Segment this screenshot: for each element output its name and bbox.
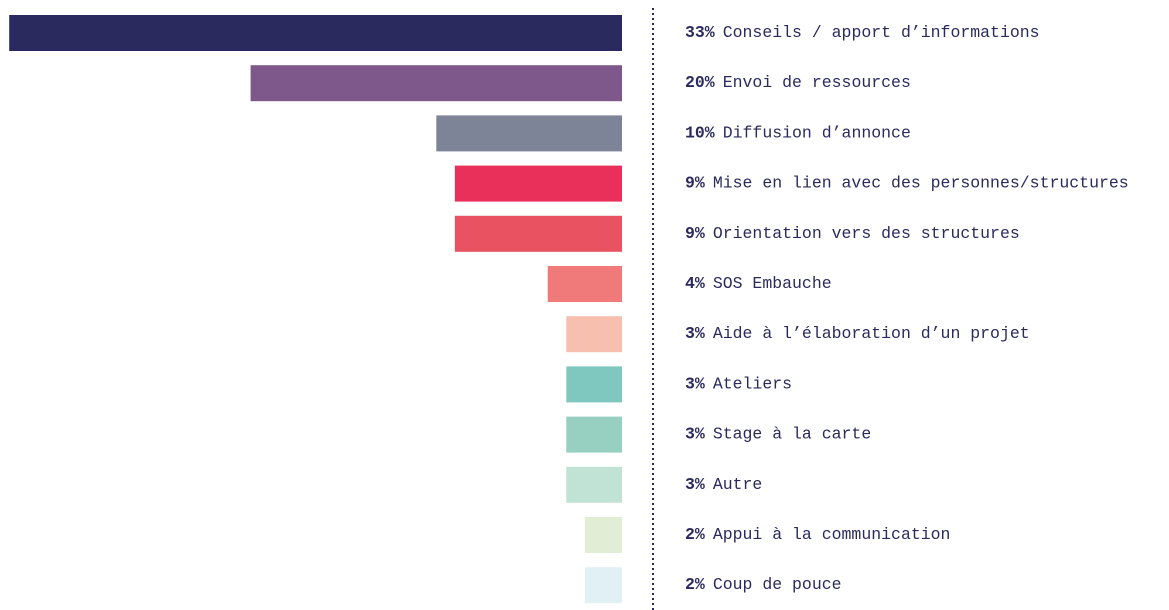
bar-label: 3% Stage à la carte — [685, 425, 871, 444]
bar-label: 33% Conseils / apport d’informations — [685, 23, 1040, 42]
bar — [250, 65, 622, 102]
category-label: Appui à la communication — [713, 525, 951, 544]
category-label: Orientation vers des structures — [713, 224, 1020, 243]
category-label: Conseils / apport d’informations — [723, 23, 1040, 42]
category-label: SOS Embauche — [713, 274, 832, 293]
bar — [584, 517, 622, 553]
value-label: 2% — [685, 525, 705, 544]
bar-label: 10% Diffusion d’annonce — [685, 124, 911, 143]
value-label: 20% — [685, 74, 715, 93]
bar-label: 2% Appui à la communication — [685, 525, 950, 544]
value-label: 9% — [685, 174, 705, 193]
bar-label: 3% Autre — [685, 475, 762, 494]
bar — [454, 215, 622, 252]
bar — [566, 416, 622, 453]
value-label: 10% — [685, 124, 715, 143]
bar-label: 9% Mise en lien avec des personnes/struct… — [685, 174, 1129, 193]
value-label: 3% — [685, 475, 705, 494]
category-label: Diffusion d’annonce — [723, 124, 911, 143]
bar-label: 20% Envoi de ressources — [685, 74, 911, 93]
bar-label: 9% Orientation vers des structures — [685, 224, 1020, 243]
value-label: 3% — [685, 375, 705, 394]
value-label: 3% — [685, 425, 705, 444]
bar-label: 2% Coup de pouce — [685, 576, 842, 595]
category-label: Stage à la carte — [713, 425, 871, 444]
category-label: Aide à l’élaboration d’un projet — [713, 325, 1030, 344]
category-label: Envoi de ressources — [723, 74, 911, 93]
category-label: Autre — [713, 475, 763, 494]
bar — [566, 466, 622, 503]
value-label: 33% — [685, 23, 715, 42]
category-label: Coup de pouce — [713, 576, 842, 595]
category-label: Mise en lien avec des personnes/structur… — [713, 174, 1129, 193]
bar-label: 4% SOS Embauche — [685, 274, 832, 293]
bar — [566, 316, 622, 353]
bar — [9, 15, 622, 51]
bar — [436, 115, 622, 152]
value-label: 9% — [685, 224, 705, 243]
bar — [454, 165, 622, 202]
value-label: 2% — [685, 576, 705, 595]
bar — [584, 567, 622, 604]
bar-label: 3% Ateliers — [685, 375, 792, 394]
value-label: 4% — [685, 274, 705, 293]
bar — [547, 266, 622, 302]
bar-label: 3% Aide à l’élaboration d’un projet — [685, 325, 1030, 344]
value-label: 3% — [685, 325, 705, 344]
category-label: Ateliers — [713, 375, 792, 394]
bar — [566, 366, 622, 403]
